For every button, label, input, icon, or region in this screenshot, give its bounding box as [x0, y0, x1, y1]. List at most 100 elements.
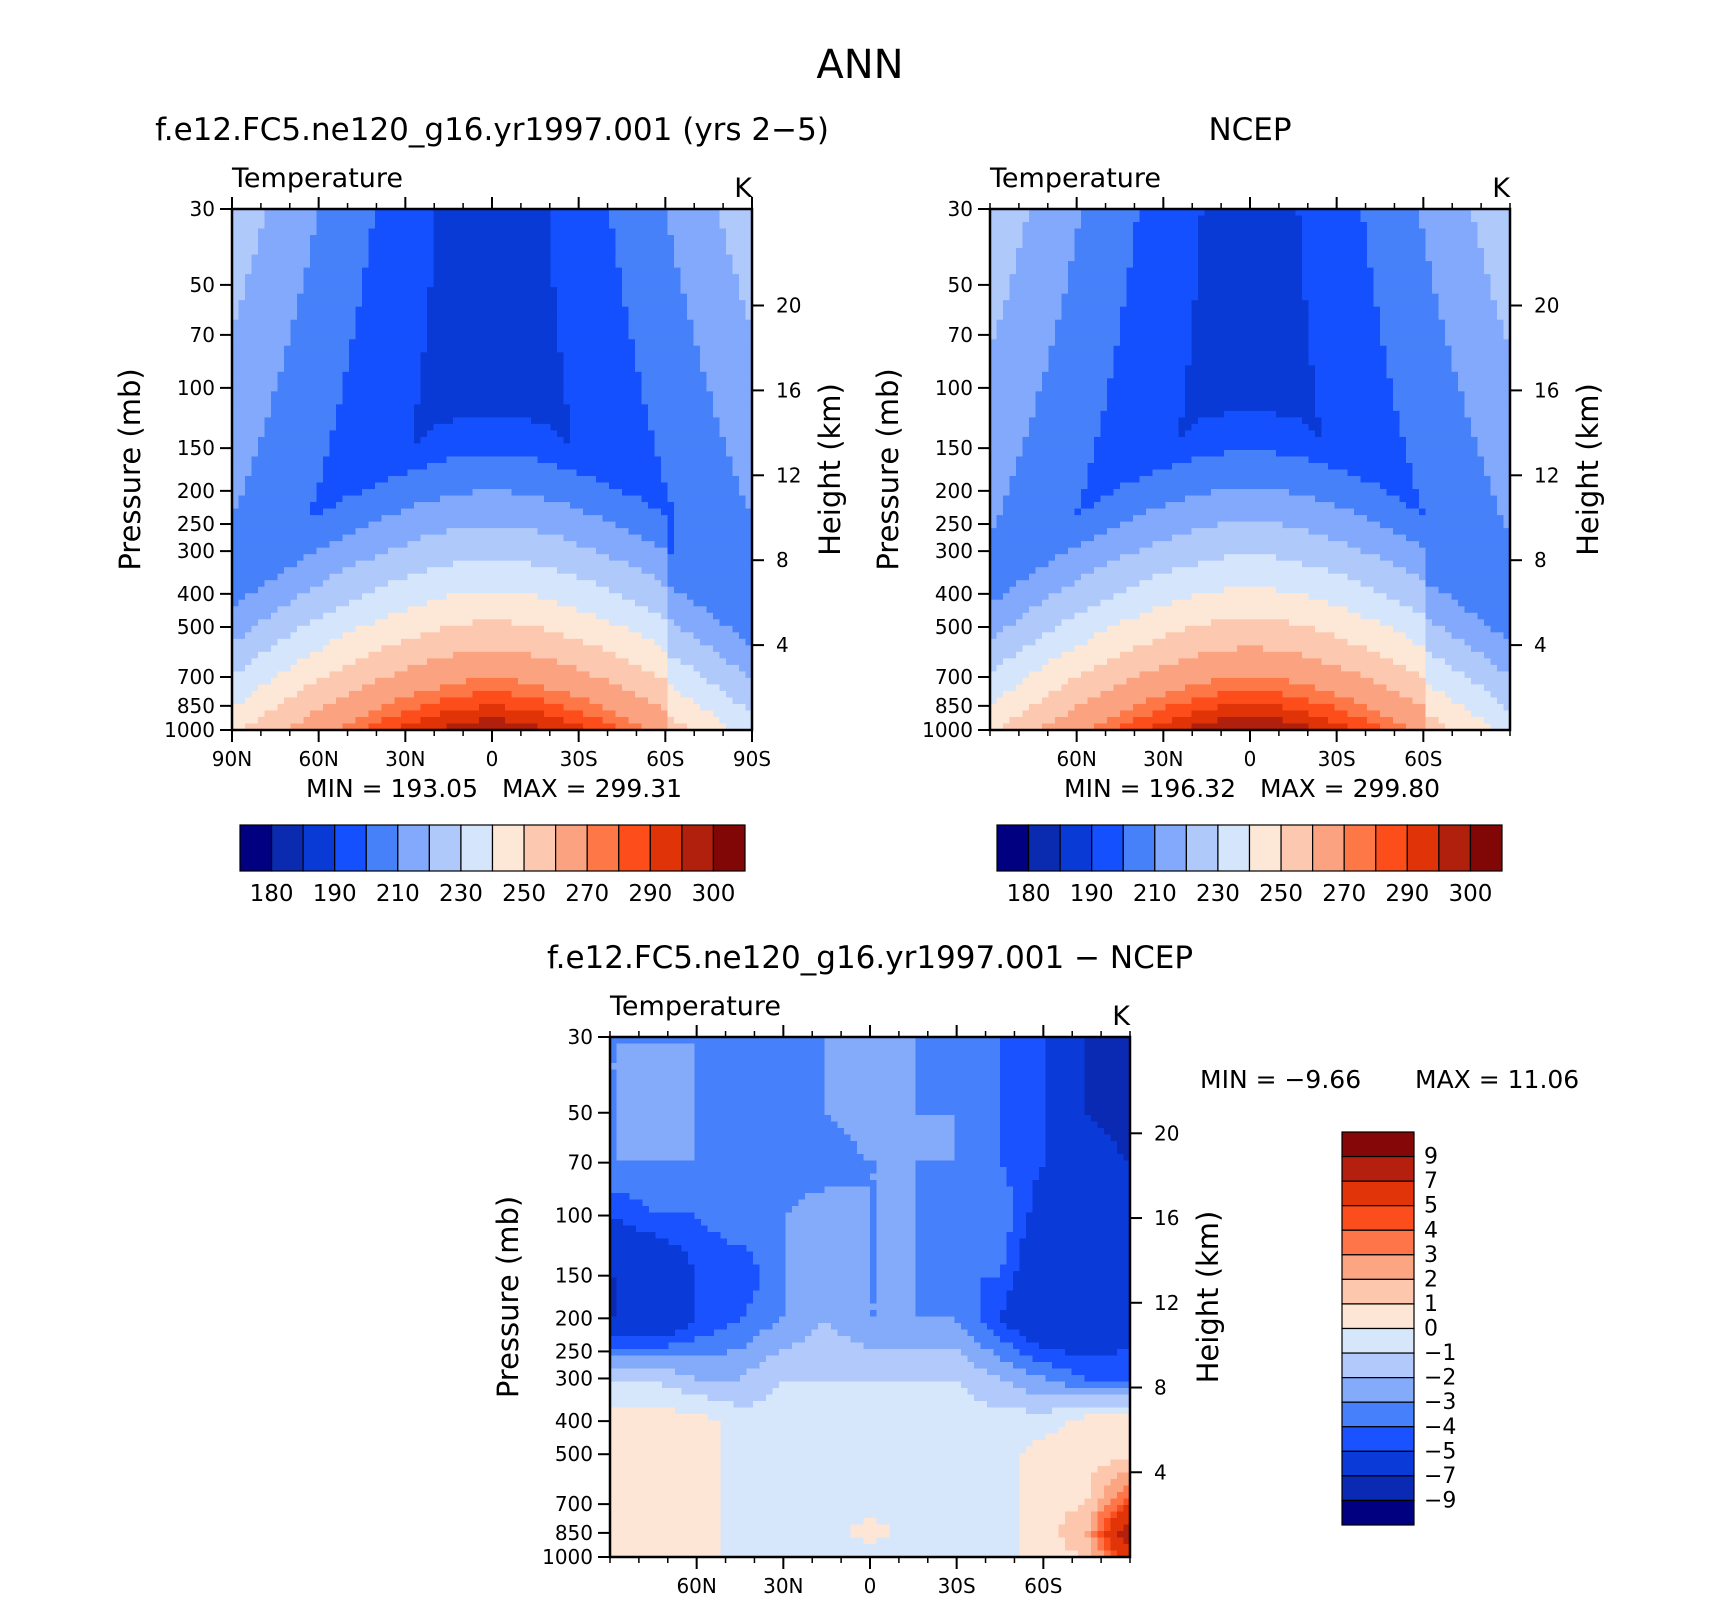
field-cell [1295, 209, 1362, 217]
field-cell [687, 293, 740, 301]
field-cell [251, 462, 324, 471]
field-cell [719, 417, 753, 425]
field-cell [1380, 482, 1414, 490]
field-cell [1000, 1063, 1047, 1071]
field-cell [1026, 1225, 1131, 1233]
field-cell [629, 1193, 806, 1201]
field-cell [745, 502, 753, 510]
field-cell [610, 1479, 722, 1487]
field-cell [1097, 1511, 1112, 1519]
field-cell [610, 1043, 618, 1051]
field-cell [876, 1258, 917, 1266]
field-cell [362, 300, 428, 308]
field-cell [1367, 261, 1433, 269]
field-cell [990, 423, 1030, 432]
field-cell [297, 300, 363, 308]
field-cell [1003, 306, 1063, 314]
field-cell [1133, 703, 1167, 712]
field-cell [349, 339, 428, 347]
field-cell [720, 1232, 787, 1240]
field-cell [1126, 267, 1199, 275]
field-cell [870, 1310, 878, 1318]
y-tick-label: 150 [935, 436, 973, 460]
field-cell [232, 502, 240, 510]
field-cell [1016, 684, 1063, 692]
field-cell [1000, 1037, 1047, 1045]
field-cell [1107, 384, 1186, 392]
field-cell [1386, 365, 1453, 373]
field-cell [610, 1524, 722, 1532]
field-cell [915, 1219, 1014, 1227]
field-cell [1373, 287, 1433, 295]
field-cell [1445, 326, 1505, 334]
field-cell [1065, 1511, 1092, 1519]
field-cell [557, 313, 630, 321]
field-cell [876, 1199, 917, 1207]
field-cell [316, 215, 376, 223]
field-cell [375, 215, 435, 223]
field-cell [1198, 248, 1303, 256]
field-cell [990, 541, 1082, 549]
field-cell [1354, 697, 1414, 705]
field-cell [1048, 365, 1115, 373]
field-cell [537, 593, 623, 601]
field-cell [674, 248, 727, 256]
colorbar-label: −3 [1424, 1390, 1456, 1415]
field-cell [610, 1134, 618, 1142]
field-cell [1117, 1492, 1131, 1500]
height-axis-label: Height (km) [1191, 1211, 1225, 1384]
colorbar-swatch [649, 824, 683, 872]
colorbar-label: −9 [1424, 1488, 1456, 1513]
field-cell [675, 1368, 748, 1376]
field-cell [316, 209, 376, 217]
field-cell [609, 619, 669, 627]
field-cell [1380, 313, 1440, 321]
field-cell [1009, 274, 1069, 282]
field-cell [1386, 358, 1453, 366]
field-cell [1026, 1212, 1131, 1220]
field-cell [1178, 430, 1186, 438]
field-cell [1334, 632, 1407, 640]
field-cell [870, 1238, 878, 1246]
field-cell [1198, 267, 1303, 275]
field-cell [609, 209, 669, 217]
field-cell [610, 1121, 618, 1129]
field-cell [1029, 703, 1076, 712]
x-tick-label: 30S [938, 1574, 976, 1598]
field-cell [616, 1043, 696, 1051]
field-cell [232, 410, 272, 418]
field-cell [1013, 1277, 1131, 1285]
colorbar-swatch [1343, 824, 1377, 872]
field-cell [1133, 254, 1199, 262]
field-cell [726, 248, 753, 256]
field-cell [277, 671, 331, 679]
field-cell [1503, 319, 1511, 327]
field-cell [726, 436, 753, 445]
field-cell [719, 716, 753, 725]
field-cell [915, 1297, 982, 1305]
field-cell [745, 313, 753, 321]
field-cell [1126, 293, 1199, 301]
field-cell [1198, 293, 1303, 301]
y-axis-label: Pressure (mb) [871, 368, 905, 570]
field-cell [401, 710, 441, 718]
field-cell [785, 1277, 871, 1285]
field-cell [610, 1544, 722, 1552]
field-cell [1022, 241, 1076, 249]
field-cell [1185, 397, 1316, 405]
field-cell [1126, 280, 1199, 288]
field-cell [271, 612, 324, 620]
field-cell [990, 352, 1050, 360]
field-cell [654, 436, 727, 445]
field-cell [727, 1349, 780, 1357]
field-cell [388, 580, 597, 588]
field-cell [290, 723, 344, 731]
field-cell [610, 1050, 618, 1058]
field-cell [990, 313, 1004, 321]
field-cell [687, 313, 747, 321]
field-cell [726, 723, 753, 731]
colorbar-label: 290 [628, 881, 672, 907]
colorbar-swatch [1280, 824, 1314, 872]
field-cell [996, 326, 1056, 334]
field-cell [635, 345, 701, 353]
